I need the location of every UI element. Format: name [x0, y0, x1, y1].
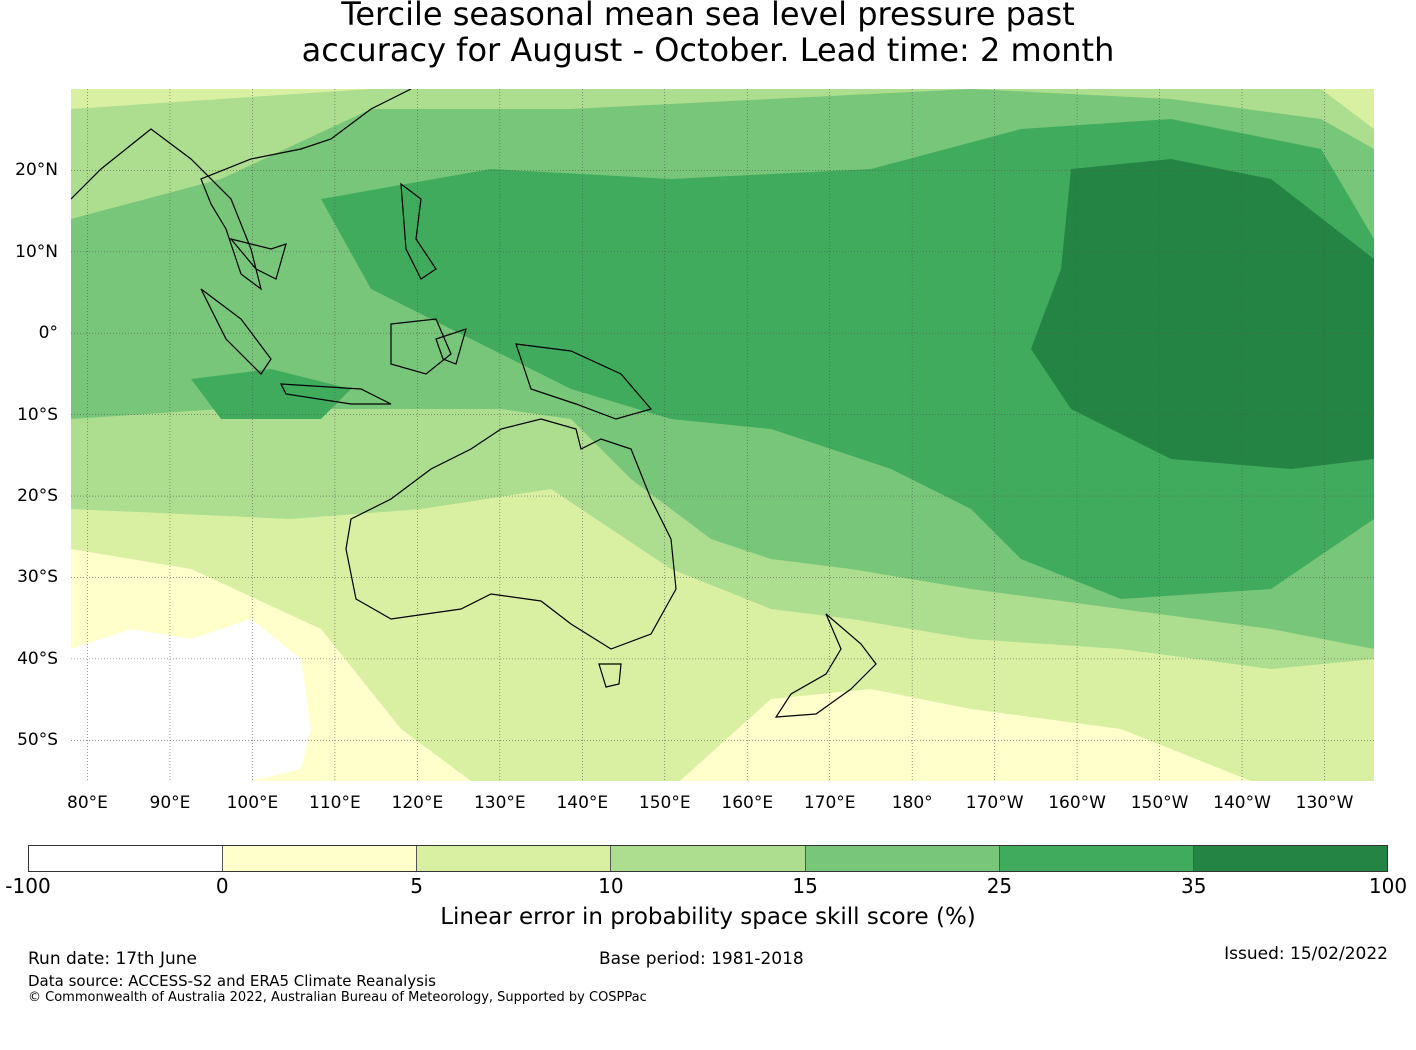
longitude-label: 170°E — [803, 793, 856, 813]
indochina-coastline — [229, 237, 287, 280]
latitude-label: 10°S — [17, 404, 58, 425]
australia-coastline — [345, 418, 677, 650]
longitude-label: 130°E — [473, 793, 526, 813]
colorbar-segment — [417, 846, 612, 871]
skill-zone-25-35-west — [191, 369, 351, 419]
tasmania-coastline — [598, 663, 622, 688]
latitude-label: 20°N — [15, 160, 58, 181]
colorbar-segment — [1193, 846, 1387, 871]
data-source: Data source: ACCESS-S2 and ERA5 Climate … — [28, 972, 436, 990]
map-title-line1: Tercile seasonal mean sea level pressure… — [341, 0, 1075, 33]
longitude-label: 120°E — [391, 793, 444, 813]
longitude-label: 80°E — [67, 793, 108, 813]
colorbar-tick-label: 35 — [1180, 874, 1207, 898]
graticule — [71, 89, 1374, 781]
longitude-label: 130°W — [1295, 793, 1354, 813]
latitude-label: 50°S — [17, 730, 58, 751]
colorbar-tick-label: 5 — [410, 874, 423, 898]
latitude-label: 20°S — [17, 486, 58, 507]
colorbar-segment — [999, 846, 1194, 871]
colorbar-tick-label: 25 — [986, 874, 1013, 898]
longitude-label: 150°E — [638, 793, 691, 813]
issued-date: Issued: 15/02/2022 — [1224, 944, 1388, 964]
longitude-label: 170°W — [965, 793, 1024, 813]
longitude-label: 100°E — [226, 793, 279, 813]
new-guinea-coastline — [515, 343, 653, 420]
colorbar — [28, 845, 1388, 872]
latitude-label: 40°S — [17, 648, 58, 669]
colorbar-segment — [611, 846, 806, 871]
longitude-label: 90°E — [149, 793, 191, 813]
colorbar-segment — [805, 846, 1000, 871]
copyright-notice: © Commonwealth of Australia 2022, Austra… — [28, 990, 647, 1005]
colorbar-tick-label: -100 — [5, 874, 51, 898]
colorbar-tick-label: 100 — [1368, 874, 1408, 898]
coastlines — [71, 89, 877, 718]
asia-mainland-coastline — [71, 89, 412, 291]
colorbar-tick-label: 15 — [792, 874, 818, 898]
borneo-coastline — [390, 318, 452, 375]
base-period: Base period: 1981-2018 — [599, 949, 804, 969]
longitude-label: 180° — [891, 793, 933, 813]
longitude-label: 150°W — [1130, 793, 1189, 813]
longitude-label: 160°E — [721, 793, 774, 813]
colorbar-segment — [223, 846, 418, 871]
skill-zone-35-100 — [1031, 159, 1374, 469]
longitude-label: 160°W — [1048, 793, 1106, 813]
latitude-label: 30°S — [17, 567, 58, 588]
colorbar-tick-label: 10 — [598, 874, 624, 898]
skill-zone-negative — [71, 619, 311, 781]
longitude-label: 110°E — [309, 793, 361, 813]
skill-field — [71, 89, 1374, 781]
sulawesi-coastline — [435, 328, 467, 365]
java-coastline — [279, 383, 392, 405]
colorbar-segment — [29, 846, 224, 871]
longitude-label: 140°E — [556, 793, 609, 813]
colorbar-label: Linear error in probability space skill … — [440, 904, 976, 930]
colorbar-tick-label: 0 — [215, 874, 229, 898]
latitude-label: 10°N — [15, 241, 58, 262]
run-date: Run date: 17th June — [28, 949, 197, 969]
skill-map — [71, 89, 1374, 781]
longitude-label: 140°W — [1213, 793, 1271, 813]
philippines-coastline — [400, 182, 437, 280]
map-title-line2: accuracy for August - October. Lead time… — [301, 31, 1115, 69]
new-zealand-coastline — [774, 613, 877, 718]
latitude-label: 0° — [38, 323, 58, 344]
sumatra-coastline — [200, 288, 272, 375]
